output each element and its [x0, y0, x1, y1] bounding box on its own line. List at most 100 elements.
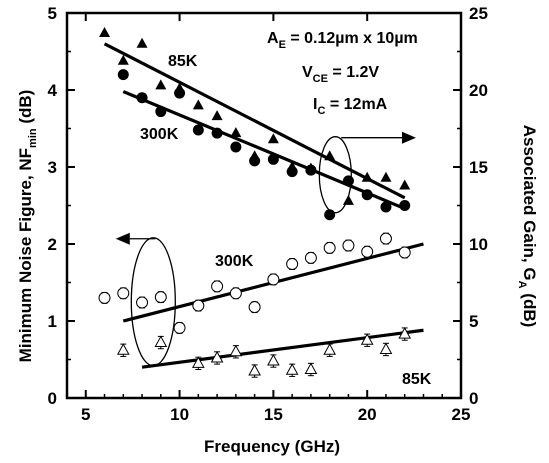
left-axis-arrowhead	[115, 232, 130, 245]
ic-label: IC = 12mA	[313, 96, 388, 117]
point-300k-open-circle	[173, 321, 186, 334]
point-300k-open-circle	[248, 301, 261, 314]
point-300k-open-circle	[154, 291, 167, 304]
right-y-tick-label: 5	[469, 312, 478, 331]
point-300k-open-circle	[379, 232, 392, 245]
point-300k-filled-circle	[230, 141, 242, 153]
label-85k-gain: 85K	[168, 53, 198, 70]
point-85k-open-triangle	[154, 335, 168, 348]
point-85k-open-triangle	[304, 362, 318, 375]
left-y-title-sub: min	[27, 128, 39, 148]
vce-label: VCE = 1.2V	[302, 64, 379, 85]
left-y-tick-label: 1	[48, 312, 57, 331]
left-y-tick-label: 4	[48, 81, 58, 100]
x-tick-label: 25	[452, 405, 471, 424]
x-axis-title: Frequency (GHz)	[204, 437, 340, 456]
point-85k-open-triangle	[398, 327, 412, 339]
point-85k-filled-triangle	[99, 27, 111, 38]
x-tick-label: 20	[358, 405, 377, 424]
left-y-tick-label: 0	[48, 389, 57, 408]
point-300k-filled-circle	[361, 189, 373, 201]
point-85k-open-triangle	[267, 354, 280, 366]
right-axis-arrowhead	[401, 131, 416, 144]
point-85k-filled-triangle	[380, 171, 392, 182]
point-85k-filled-triangle	[267, 133, 279, 144]
point-300k-filled-circle	[174, 87, 186, 99]
point-85k-open-triangle	[323, 343, 337, 355]
point-300k-open-circle	[117, 287, 130, 300]
point-300k-filled-circle	[267, 153, 279, 165]
data-points	[98, 27, 412, 378]
point-85k-filled-triangle	[211, 110, 223, 121]
point-300k-open-circle	[342, 239, 355, 252]
point-300k-filled-circle	[211, 127, 223, 139]
point-85k-filled-triangle	[192, 99, 204, 110]
fit-line-300k-filled-circle	[122, 90, 406, 211]
right-y-tick-label: 20	[469, 81, 488, 100]
right-y-title-unit: (dB)	[520, 289, 539, 328]
point-300k-filled-circle	[399, 200, 411, 211]
right-y-axis-ticks: 0 5 10 15 20 25	[453, 4, 488, 408]
point-300k-filled-circle	[380, 201, 392, 213]
point-300k-filled-circle	[286, 166, 298, 178]
point-300k-open-circle	[286, 258, 299, 271]
right-y-title-main: Associated Gain, G	[520, 125, 539, 281]
point-85k-filled-triangle	[361, 171, 373, 182]
left-y-tick-label: 5	[48, 4, 57, 23]
point-300k-filled-circle	[342, 175, 354, 187]
point-300k-filled-circle	[117, 69, 129, 81]
fit-line-85k-open-triangle	[141, 328, 424, 369]
x-axis-ticks: 5 10 15 20 25	[81, 13, 470, 424]
fit-lines	[103, 42, 424, 369]
label-300k-nf: 300K	[215, 253, 254, 270]
right-y-title-sub: A	[516, 281, 528, 289]
left-y-title-unit: (dB)	[16, 90, 35, 129]
point-85k-open-triangle	[191, 356, 205, 368]
x-tick-label: 10	[170, 405, 189, 424]
right-y-tick-label: 0	[469, 389, 478, 408]
point-300k-open-circle	[98, 291, 111, 304]
right-y-tick-label: 10	[469, 235, 488, 254]
label-300k-gain: 300K	[140, 126, 179, 143]
gain-group-ellipse	[318, 136, 352, 214]
point-300k-filled-circle	[155, 106, 167, 118]
point-300k-open-circle	[361, 245, 374, 258]
point-300k-open-circle	[136, 296, 149, 309]
point-300k-filled-circle	[192, 124, 204, 136]
point-85k-filled-triangle	[155, 79, 167, 90]
point-85k-filled-triangle	[324, 150, 336, 161]
point-85k-open-triangle	[116, 343, 130, 355]
left-y-axis-ticks: 0 1 2 3 4 5	[48, 4, 75, 408]
point-85k-open-triangle	[285, 363, 299, 375]
left-y-axis-title: Minimum Noise Figure, NFmin (dB)	[16, 90, 39, 363]
point-300k-open-circle	[211, 280, 224, 293]
point-300k-open-circle	[267, 273, 280, 286]
annotations	[115, 131, 416, 367]
point-300k-filled-circle	[136, 92, 148, 104]
point-300k-open-circle	[192, 299, 205, 312]
left-y-title-main: Minimum Noise Figure, NF	[16, 148, 35, 362]
point-300k-open-circle	[323, 241, 336, 254]
point-300k-open-circle	[398, 246, 411, 259]
point-85k-filled-triangle	[399, 179, 411, 190]
point-85k-open-triangle	[229, 344, 243, 357]
point-85k-filled-triangle	[230, 127, 242, 138]
device-size-label: AE = 0.12µm x 10µm	[267, 30, 418, 51]
point-85k-open-triangle	[210, 350, 224, 363]
nf-group-ellipse	[130, 237, 176, 367]
point-85k-open-triangle	[379, 342, 393, 354]
right-y-tick-label: 15	[469, 158, 488, 177]
right-y-axis-title: Associated Gain, GA (dB)	[516, 125, 539, 328]
point-85k-open-triangle	[248, 364, 261, 376]
x-tick-label: 5	[81, 405, 90, 424]
point-85k-filled-triangle	[136, 37, 148, 48]
point-300k-open-circle	[229, 287, 242, 300]
point-300k-filled-circle	[305, 164, 317, 176]
point-85k-filled-triangle	[117, 54, 129, 65]
point-300k-open-circle	[304, 251, 317, 264]
label-85k-nf: 85K	[402, 371, 432, 388]
point-85k-open-triangle	[360, 333, 374, 345]
right-y-tick-label: 25	[469, 4, 488, 23]
fit-line-85k-filled-triangle	[103, 42, 406, 200]
